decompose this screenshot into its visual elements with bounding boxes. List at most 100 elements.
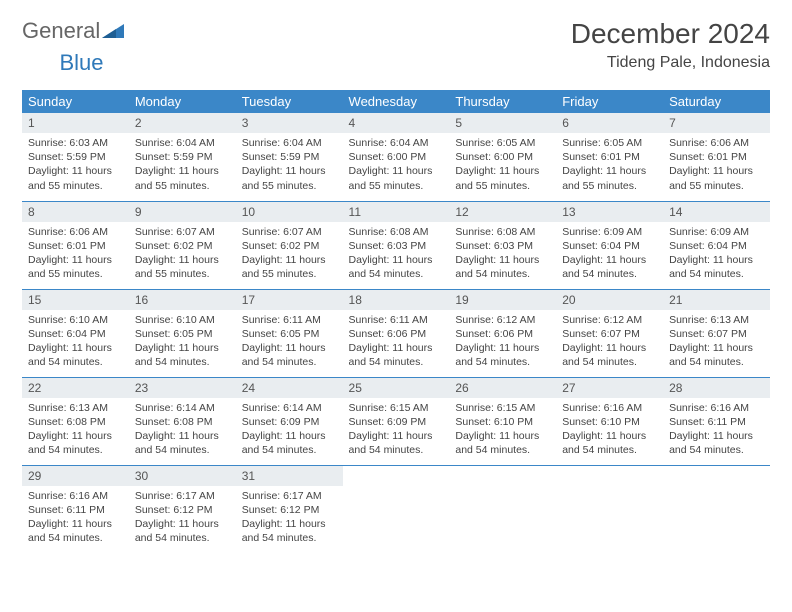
day-body: Sunrise: 6:05 AMSunset: 6:00 PMDaylight:…	[449, 133, 556, 199]
day-body: Sunrise: 6:08 AMSunset: 6:03 PMDaylight:…	[343, 222, 450, 288]
day-body: Sunrise: 6:03 AMSunset: 5:59 PMDaylight:…	[22, 133, 129, 199]
calendar-day-cell: 1Sunrise: 6:03 AMSunset: 5:59 PMDaylight…	[22, 113, 129, 201]
day-body: Sunrise: 6:04 AMSunset: 5:59 PMDaylight:…	[129, 133, 236, 199]
day-number: 29	[22, 466, 129, 486]
day-number: 22	[22, 378, 129, 398]
calendar-day-cell: ..	[449, 465, 556, 553]
day-body: Sunrise: 6:12 AMSunset: 6:06 PMDaylight:…	[449, 310, 556, 376]
calendar-day-cell: 19Sunrise: 6:12 AMSunset: 6:06 PMDayligh…	[449, 289, 556, 377]
title-block: December 2024 Tideng Pale, Indonesia	[571, 18, 770, 72]
calendar-day-cell: 2Sunrise: 6:04 AMSunset: 5:59 PMDaylight…	[129, 113, 236, 201]
weekday-header: Monday	[129, 90, 236, 113]
calendar-day-cell: ..	[663, 465, 770, 553]
day-number: 16	[129, 290, 236, 310]
day-number: 10	[236, 202, 343, 222]
day-body: Sunrise: 6:04 AMSunset: 6:00 PMDaylight:…	[343, 133, 450, 199]
day-body: Sunrise: 6:10 AMSunset: 6:05 PMDaylight:…	[129, 310, 236, 376]
day-body: Sunrise: 6:13 AMSunset: 6:08 PMDaylight:…	[22, 398, 129, 464]
day-number: 15	[22, 290, 129, 310]
calendar-day-cell: 6Sunrise: 6:05 AMSunset: 6:01 PMDaylight…	[556, 113, 663, 201]
calendar-day-cell: 20Sunrise: 6:12 AMSunset: 6:07 PMDayligh…	[556, 289, 663, 377]
day-number: 21	[663, 290, 770, 310]
day-body: Sunrise: 6:17 AMSunset: 6:12 PMDaylight:…	[129, 486, 236, 552]
calendar-day-cell: 12Sunrise: 6:08 AMSunset: 6:03 PMDayligh…	[449, 201, 556, 289]
calendar-day-cell: 18Sunrise: 6:11 AMSunset: 6:06 PMDayligh…	[343, 289, 450, 377]
spacer	[22, 76, 770, 90]
calendar-day-cell: 24Sunrise: 6:14 AMSunset: 6:09 PMDayligh…	[236, 377, 343, 465]
location: Tideng Pale, Indonesia	[571, 54, 770, 72]
calendar-day-cell: 28Sunrise: 6:16 AMSunset: 6:11 PMDayligh…	[663, 377, 770, 465]
calendar-day-cell: 25Sunrise: 6:15 AMSunset: 6:09 PMDayligh…	[343, 377, 450, 465]
day-body: Sunrise: 6:16 AMSunset: 6:11 PMDaylight:…	[22, 486, 129, 552]
day-body: Sunrise: 6:06 AMSunset: 6:01 PMDaylight:…	[663, 133, 770, 199]
calendar-day-cell: 10Sunrise: 6:07 AMSunset: 6:02 PMDayligh…	[236, 201, 343, 289]
day-number: 24	[236, 378, 343, 398]
day-body: Sunrise: 6:16 AMSunset: 6:10 PMDaylight:…	[556, 398, 663, 464]
calendar-day-cell: 4Sunrise: 6:04 AMSunset: 6:00 PMDaylight…	[343, 113, 450, 201]
day-number: 8	[22, 202, 129, 222]
calendar-day-cell: 23Sunrise: 6:14 AMSunset: 6:08 PMDayligh…	[129, 377, 236, 465]
day-number: 20	[556, 290, 663, 310]
day-body: Sunrise: 6:11 AMSunset: 6:05 PMDaylight:…	[236, 310, 343, 376]
day-body: Sunrise: 6:10 AMSunset: 6:04 PMDaylight:…	[22, 310, 129, 376]
calendar-day-cell: 9Sunrise: 6:07 AMSunset: 6:02 PMDaylight…	[129, 201, 236, 289]
calendar-day-cell: 27Sunrise: 6:16 AMSunset: 6:10 PMDayligh…	[556, 377, 663, 465]
day-body: Sunrise: 6:08 AMSunset: 6:03 PMDaylight:…	[449, 222, 556, 288]
day-number: 19	[449, 290, 556, 310]
weekday-header: Thursday	[449, 90, 556, 113]
weekday-row: SundayMondayTuesdayWednesdayThursdayFrid…	[22, 90, 770, 113]
calendar-day-cell: 14Sunrise: 6:09 AMSunset: 6:04 PMDayligh…	[663, 201, 770, 289]
calendar-week-row: 8Sunrise: 6:06 AMSunset: 6:01 PMDaylight…	[22, 201, 770, 289]
day-body: Sunrise: 6:06 AMSunset: 6:01 PMDaylight:…	[22, 222, 129, 288]
weekday-header: Friday	[556, 90, 663, 113]
day-number: 13	[556, 202, 663, 222]
calendar-day-cell: 8Sunrise: 6:06 AMSunset: 6:01 PMDaylight…	[22, 201, 129, 289]
day-number: 25	[343, 378, 450, 398]
calendar-week-row: 15Sunrise: 6:10 AMSunset: 6:04 PMDayligh…	[22, 289, 770, 377]
day-body: Sunrise: 6:17 AMSunset: 6:12 PMDaylight:…	[236, 486, 343, 552]
brand-triangle-icon	[102, 18, 124, 44]
calendar-day-cell: 3Sunrise: 6:04 AMSunset: 5:59 PMDaylight…	[236, 113, 343, 201]
day-number: 23	[129, 378, 236, 398]
brand-logo: General	[22, 18, 126, 44]
calendar-table: SundayMondayTuesdayWednesdayThursdayFrid…	[22, 90, 770, 553]
calendar-week-row: 22Sunrise: 6:13 AMSunset: 6:08 PMDayligh…	[22, 377, 770, 465]
day-body: Sunrise: 6:11 AMSunset: 6:06 PMDaylight:…	[343, 310, 450, 376]
day-number: 27	[556, 378, 663, 398]
calendar-week-row: 1Sunrise: 6:03 AMSunset: 5:59 PMDaylight…	[22, 113, 770, 201]
day-number: 31	[236, 466, 343, 486]
calendar-head: SundayMondayTuesdayWednesdayThursdayFrid…	[22, 90, 770, 113]
day-number: 28	[663, 378, 770, 398]
day-number: 6	[556, 113, 663, 133]
day-body: Sunrise: 6:14 AMSunset: 6:09 PMDaylight:…	[236, 398, 343, 464]
calendar-day-cell: 13Sunrise: 6:09 AMSunset: 6:04 PMDayligh…	[556, 201, 663, 289]
day-number: 4	[343, 113, 450, 133]
calendar-day-cell: 21Sunrise: 6:13 AMSunset: 6:07 PMDayligh…	[663, 289, 770, 377]
day-number: 9	[129, 202, 236, 222]
day-body: Sunrise: 6:15 AMSunset: 6:10 PMDaylight:…	[449, 398, 556, 464]
day-number: 26	[449, 378, 556, 398]
month-title: December 2024	[571, 18, 770, 50]
calendar-body: 1Sunrise: 6:03 AMSunset: 5:59 PMDaylight…	[22, 113, 770, 553]
day-body: Sunrise: 6:07 AMSunset: 6:02 PMDaylight:…	[236, 222, 343, 288]
day-body: Sunrise: 6:09 AMSunset: 6:04 PMDaylight:…	[556, 222, 663, 288]
calendar-day-cell: 17Sunrise: 6:11 AMSunset: 6:05 PMDayligh…	[236, 289, 343, 377]
calendar-day-cell: 16Sunrise: 6:10 AMSunset: 6:05 PMDayligh…	[129, 289, 236, 377]
day-number: 1	[22, 113, 129, 133]
calendar-day-cell: 15Sunrise: 6:10 AMSunset: 6:04 PMDayligh…	[22, 289, 129, 377]
calendar-day-cell: 7Sunrise: 6:06 AMSunset: 6:01 PMDaylight…	[663, 113, 770, 201]
calendar-week-row: 29Sunrise: 6:16 AMSunset: 6:11 PMDayligh…	[22, 465, 770, 553]
calendar-day-cell: 22Sunrise: 6:13 AMSunset: 6:08 PMDayligh…	[22, 377, 129, 465]
calendar-day-cell: ..	[343, 465, 450, 553]
day-number: 30	[129, 466, 236, 486]
day-body: Sunrise: 6:12 AMSunset: 6:07 PMDaylight:…	[556, 310, 663, 376]
weekday-header: Wednesday	[343, 90, 450, 113]
day-number: 11	[343, 202, 450, 222]
day-body: Sunrise: 6:15 AMSunset: 6:09 PMDaylight:…	[343, 398, 450, 464]
day-number: 7	[663, 113, 770, 133]
calendar-day-cell: 11Sunrise: 6:08 AMSunset: 6:03 PMDayligh…	[343, 201, 450, 289]
day-number: 14	[663, 202, 770, 222]
day-number: 2	[129, 113, 236, 133]
day-number: 5	[449, 113, 556, 133]
day-body: Sunrise: 6:09 AMSunset: 6:04 PMDaylight:…	[663, 222, 770, 288]
